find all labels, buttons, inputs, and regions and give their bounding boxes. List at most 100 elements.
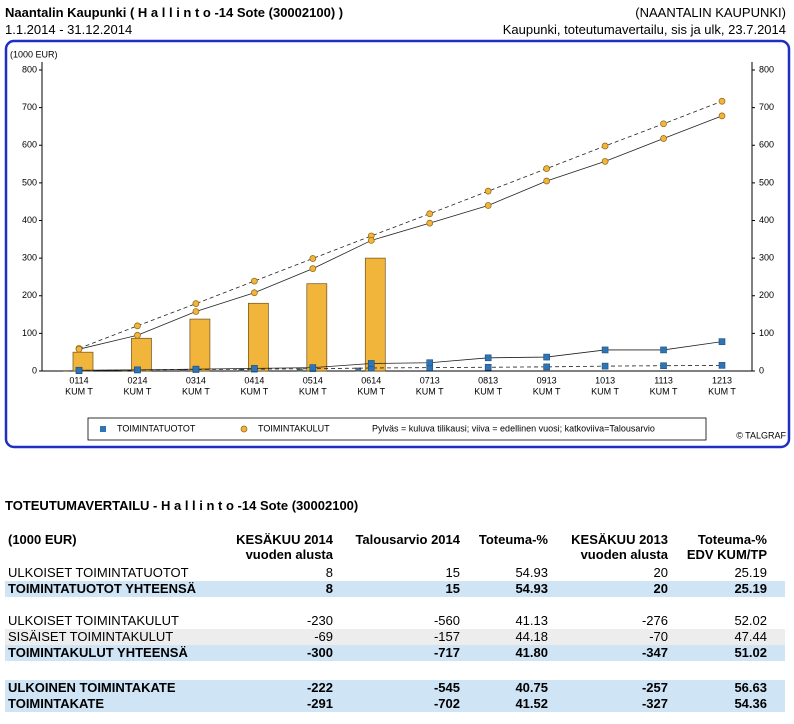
marker [601,158,609,165]
marker [192,308,200,315]
table-row: TOIMINTAKATE -291 -702 41.52 -327 54.36 [5,696,785,712]
x-tick-label: KUM T [416,386,444,396]
bar [306,283,328,372]
table-cell: -291 [306,696,333,711]
marker [192,365,200,373]
table-cell: TOIMINTAKULUT YHTEENSÄ [8,645,188,660]
table-cell: -70 [649,629,668,644]
legend [87,417,707,441]
y2-tick-label: 700 [759,102,774,112]
y2-tick-label: 800 [759,64,774,74]
table-cell: -230 [306,613,333,628]
subtitle: Kaupunki, toteutumavertailu, sis ja ulk,… [502,22,786,37]
x-tick-label: KUM T [65,386,93,396]
bar [364,257,386,372]
table-cell: -69 [314,629,333,644]
table-cell: KESÄKUU 2014 vuoden alusta [236,532,333,562]
table-title: TOTEUTUMAVERTAILU - H a l l i n t o -14 … [5,498,359,513]
bar [189,318,211,372]
marker [426,219,434,227]
marker [426,359,434,367]
x-tick-label: 0614 [361,375,381,385]
marker [426,210,434,218]
marker [134,322,141,330]
table-cell: 20 [653,565,668,580]
table-cell: -347 [641,645,668,660]
marker [718,362,726,369]
y-tick-label: 700 [22,102,37,112]
y-tick-label: 400 [22,215,37,225]
table-cell: -717 [433,645,460,660]
table-row: ULKOISET TOIMINTAKULUT -230 -560 41.13 -276 5… [5,613,785,629]
x-tick-label: KUM T [533,386,561,396]
marker [309,265,317,273]
table-cell: Toteuma-% [478,532,548,547]
x-tick-label: KUM T [124,386,152,396]
x-tick-label: KUM T [182,386,210,396]
marker [309,364,317,371]
table-cell: ULKOINEN TOIMINTAKATE [8,680,176,695]
table-cell: ULKOISET TOIMINTATUOTOT [8,565,189,580]
table-cell: ULKOISET TOIMINTAKULUT [8,613,179,628]
bar [131,337,152,372]
y-tick-label: 500 [22,177,37,187]
table-cell: -276 [641,613,668,628]
y-tick-label: 100 [22,328,37,338]
marker [543,165,550,172]
marker [367,237,375,244]
marker [251,289,258,297]
x-tick-label: KUM T [357,386,385,396]
y-tick-label: 800 [22,64,37,74]
org: (NAANTALIN KAUPUNKI) [635,5,786,20]
bar [72,351,94,372]
table-cell: 15 [445,565,460,580]
table-cell: Toteuma-% EDV KUM/TP [686,532,767,562]
table-cell: 54.93 [515,581,548,596]
x-tick-label: 0414 [244,375,264,385]
credit: © TALGRAF [736,430,786,440]
x-tick-label: 0713 [420,375,440,385]
table-cell: TOIMINTAKATE [8,696,105,711]
table-cell: -157 [433,629,460,644]
x-tick-label: KUM T [591,386,619,396]
x-tick-label: 0314 [186,375,206,385]
table-row: SISÄISET TOIMINTAKULUT -69 -157 44.18 -70 47.… [5,629,785,645]
y2-tick-label: 400 [759,215,774,225]
marker [192,300,200,308]
table-cell: 41.80 [515,645,548,660]
marker [251,365,258,372]
x-tick-label: KUM T [474,386,502,396]
table-cell: -702 [433,696,460,711]
table-cell: 8 [325,581,333,596]
table-row: TOIMINTAKULUT YHTEENSÄ -300 -717 41.80 -347 5… [5,645,785,661]
marker [134,366,141,374]
chart: (1000 EUR) Pylväs = kuluva tilikausi; vi… [4,39,791,449]
y2-tick-label: 300 [759,253,774,263]
table-cell: 44.18 [515,629,548,644]
x-tick-label: 0913 [537,375,557,385]
legend-note: Pylväs = kuluva tilikausi; viiva = edell… [372,423,655,433]
x-tick-label: KUM T [708,386,736,396]
y2-tick-label: 0 [759,365,764,375]
marker [543,363,550,371]
x-tick-label: 0114 [69,375,88,385]
marker [484,354,492,362]
table-cell: 54.36 [734,696,767,711]
bar [248,302,269,372]
table-cell: 25.19 [734,581,767,596]
table-row: (1000 EUR) KESÄKUU 2014 vuoden alusta Talo… [5,532,785,566]
table-cell: -327 [641,696,668,711]
legend-marker [100,426,106,432]
marker [484,363,492,371]
table-cell: 47.44 [734,629,767,644]
marker [660,362,667,370]
table-cell: 15 [445,581,460,596]
legend-label: TOIMINTAKULUT [258,423,330,433]
period: 1.1.2014 - 31.12.2014 [5,22,133,37]
table-cell: 56.63 [734,680,767,695]
table-cell: (1000 EUR) [8,532,77,547]
table-cell: -300 [306,645,333,660]
marker [484,202,492,209]
y-tick-label: 300 [22,253,37,263]
line [78,115,723,350]
